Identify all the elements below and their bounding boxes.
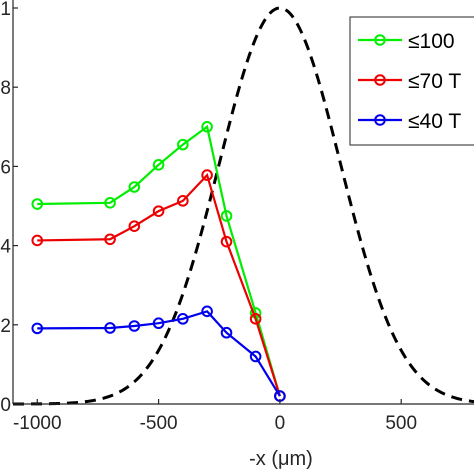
series-1-point	[220, 210, 233, 222]
y-tick-label: .8	[0, 78, 11, 99]
series-1-point	[177, 138, 189, 151]
legend-marker	[374, 114, 386, 126]
legend-marker	[374, 74, 386, 86]
series-1-point	[201, 121, 213, 133]
series-3-point	[249, 350, 262, 363]
series-1-point	[31, 198, 44, 210]
legend-entry-label: ≤100	[408, 30, 455, 53]
series-3-point	[31, 322, 44, 335]
x-tick-label: -1000	[13, 413, 62, 434]
legend: ≤100 ≤70 T ≤40 T	[349, 16, 474, 146]
series-2-point	[201, 169, 213, 181]
legend-entry-label: ≤40 T	[408, 110, 461, 133]
series-3-point	[104, 322, 116, 334]
x-tick-label: 0	[275, 413, 286, 434]
series-3-point	[128, 320, 141, 332]
series-2-point	[220, 235, 233, 248]
series-3-point	[152, 317, 165, 330]
reference-gaussian-curve	[13, 6, 474, 406]
y-tick-label: 1	[0, 0, 11, 20]
x-tick-label: -500	[140, 413, 178, 434]
series-3-point	[177, 313, 189, 325]
x-axis-label: -x (μm)	[249, 448, 313, 470]
plot-area	[13, 6, 474, 406]
y-tick-label: .6	[0, 157, 11, 178]
series-2-point	[104, 233, 116, 246]
series-1-point	[104, 197, 116, 209]
y-tick-label: .2	[0, 316, 11, 337]
legend-entry-label: ≤70 T	[408, 70, 461, 93]
series-2-point	[177, 195, 189, 207]
series-line-1	[37, 124, 281, 397]
axes: -1000 -500 0 500 0 .2 .4 .6 .8 1	[0, 0, 474, 434]
series-2-point	[31, 234, 44, 247]
y-tick-label: 0	[0, 395, 11, 416]
series-1-point	[128, 181, 141, 193]
series-2-point	[152, 205, 165, 217]
legend-marker	[374, 34, 386, 46]
x-tick-label: 500	[385, 413, 417, 434]
series-2-point	[128, 220, 141, 232]
series-line-2	[37, 172, 281, 397]
y-tick-label: .4	[0, 237, 11, 258]
series-1-point	[152, 159, 165, 171]
series-3-point	[220, 326, 233, 339]
series-line-3	[37, 310, 281, 397]
series-2-point	[249, 313, 262, 325]
series-3-point	[201, 305, 213, 318]
